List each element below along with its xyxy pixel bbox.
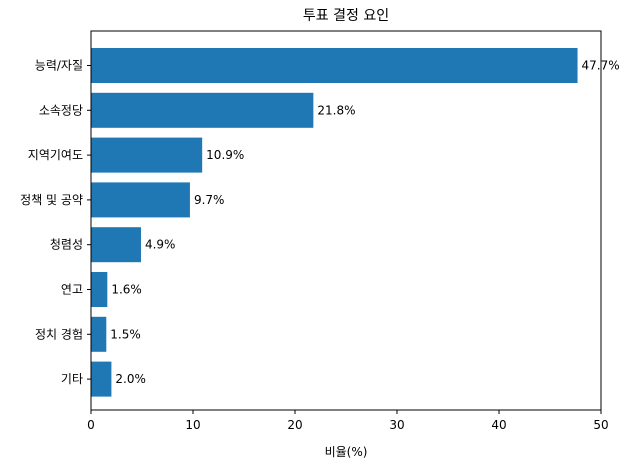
y-category-label: 능력/자질	[35, 59, 83, 73]
bar	[91, 316, 107, 352]
bar	[91, 272, 108, 307]
bar	[91, 182, 190, 218]
data-label: 21.8%	[317, 103, 355, 117]
data-labels-group: 47.7%21.8%10.9%9.7%4.9%1.6%1.5%2.0%	[110, 59, 619, 387]
y-category-label: 지역기여도	[28, 148, 83, 162]
plot-frame	[90, 30, 602, 411]
data-label: 4.9%	[145, 238, 176, 252]
data-label: 1.5%	[110, 327, 141, 341]
data-label: 10.9%	[206, 148, 244, 162]
x-tick-label: 20	[287, 418, 302, 432]
y-category-label: 청렴성	[50, 238, 83, 252]
y-category-label: 기타	[61, 372, 83, 386]
x-tick-label: 0	[87, 418, 95, 432]
x-tick-label: 50	[593, 418, 608, 432]
x-tick-label: 10	[185, 418, 200, 432]
y-category-label: 연고	[61, 283, 83, 297]
bar	[91, 361, 112, 397]
bar	[91, 92, 314, 128]
x-axis-ticks: 0 10 20 30 40 50	[87, 410, 609, 432]
chart-title: 투표 결정 요인	[303, 8, 389, 24]
bar	[91, 137, 203, 173]
y-category-label: 소속정당	[39, 103, 83, 117]
data-label: 1.6%	[111, 283, 142, 297]
data-label: 9.7%	[194, 193, 225, 207]
x-tick-label: 30	[389, 418, 404, 432]
x-axis-label: 비율(%)	[325, 445, 368, 459]
x-tick-label: 40	[491, 418, 506, 432]
data-label: 2.0%	[115, 372, 145, 386]
bars-group	[91, 48, 578, 397]
bar	[91, 227, 141, 263]
bar	[91, 48, 578, 83]
y-category-label: 정책 및 공약	[20, 192, 83, 207]
y-category-label: 정치 경험	[35, 327, 83, 341]
